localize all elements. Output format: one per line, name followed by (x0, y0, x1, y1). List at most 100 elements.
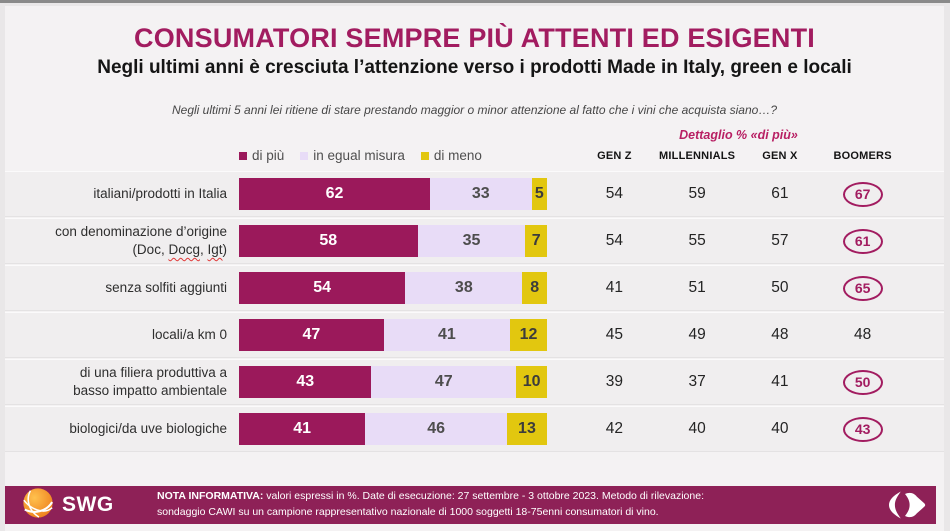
rows: italiani/prodotti in Italia 62 33 5 54 59 61 67… (5, 172, 944, 451)
detail-value: 37 (688, 373, 706, 390)
row-label: locali/a km 0 (5, 326, 239, 344)
row-label: con denominazione d’origine (Doc, Docg, I… (5, 223, 239, 258)
row-label-line: con denominazione d’origine (5, 223, 227, 241)
footer-bar: SWG NOTA INFORMATIVA: valori espressi in… (5, 486, 936, 524)
bar-segment-egual-misura: 46 (365, 413, 507, 445)
detail-value: 49 (688, 326, 706, 343)
bar-segment-dipiu: 58 (239, 225, 418, 257)
detail-value: 61 (771, 185, 789, 202)
detail-value: 67 (821, 181, 904, 207)
detail-values: 39 37 41 50 (547, 369, 944, 395)
stacked-bar: 58 35 7 (239, 225, 547, 257)
stacked-bar: 43 47 10 (239, 366, 547, 398)
table-row: biologici/da uve biologiche 41 46 13 42 40 40 4… (5, 407, 944, 451)
bar-segment-egual-misura: 38 (405, 272, 523, 304)
bar-segment-dipiu: 54 (239, 272, 406, 304)
detail-value: 54 (605, 232, 623, 249)
detail-values: 54 59 61 67 (547, 181, 944, 207)
detail-value: 41 (605, 279, 623, 296)
page-title: CONSUMATORI SEMPRE PIÙ ATTENTI ED ESIGEN… (134, 23, 815, 53)
stacked-bar: 62 33 5 (239, 178, 547, 210)
boomers-circled-value: 50 (842, 369, 883, 395)
row-label: senza solfiti aggiunti (5, 279, 239, 297)
detail-value: 39 (605, 373, 623, 390)
legend-and-columns-band: di più in egual misura di meno GEN Z MILLEN… (5, 148, 944, 163)
row-label-text: , (199, 242, 208, 257)
stacked-bar: 41 46 13 (239, 413, 547, 445)
boomers-circled-value: 67 (842, 181, 883, 207)
demo-columns: GEN Z MILLENNIALS GEN X BOOMERS (547, 150, 944, 162)
detail-values: 41 51 50 65 (547, 275, 944, 301)
boomers-circled-value: 61 (842, 228, 883, 254)
spellcheck-wavy-word: Docg (168, 242, 200, 257)
bar-segment-dimeno: 8 (522, 272, 547, 304)
column-header: GEN X (762, 149, 798, 162)
survey-question: Negli ultimi 5 anni lei ritiene di stare… (172, 103, 777, 117)
detail-value: 48 (771, 326, 789, 343)
detail-value: 54 (605, 185, 623, 202)
footer-note-line1: NOTA INFORMATIVA: valori espressi in %. … (157, 489, 882, 505)
swg-brand: SWG (5, 486, 157, 525)
detail-value: 42 (605, 420, 623, 437)
slide: CONSUMATORI SEMPRE PIÙ ATTENTI ED ESIGEN… (5, 6, 944, 531)
row-label-text: italiani/prodotti in Italia (93, 186, 227, 202)
bar-segment-egual-misura: 47 (371, 366, 517, 398)
detail-value: 45 (605, 326, 623, 343)
detail-value: 65 (821, 275, 904, 301)
detail-value: 50 (821, 369, 904, 395)
boomers-circled-value: 43 (842, 416, 883, 442)
detail-value: 40 (771, 420, 789, 437)
page-subtitle: Negli ultimi anni è cresciuta l’attenzio… (97, 57, 852, 78)
bar-segment-dimeno: 13 (506, 413, 547, 445)
legend: di più in egual misura di meno (239, 148, 547, 163)
bar-segment-dipiu: 41 (239, 413, 366, 445)
row-label-text: biologici/da uve biologiche (69, 421, 227, 437)
column-header: MILLENNIALS (659, 149, 736, 162)
footer-note: NOTA INFORMATIVA: valori espressi in %. … (157, 489, 882, 521)
legend-swatch-icon (420, 151, 429, 160)
row-label-line: basso impatto ambientale (5, 382, 227, 400)
carrefour-logo-icon (882, 489, 936, 521)
swg-logo-text: SWG (62, 493, 114, 516)
boomers-circled-value: 65 (842, 275, 883, 301)
detail-value: 51 (688, 279, 706, 296)
swg-globe-icon (21, 486, 55, 525)
legend-swatch-icon (300, 151, 309, 160)
legend-label: di meno (433, 148, 482, 163)
detail-value: 55 (688, 232, 706, 249)
bar-segment-egual-misura: 35 (417, 225, 526, 257)
row-label-text: di una filiera produttiva a (79, 365, 227, 381)
detail-values: 42 40 40 43 (547, 416, 944, 442)
column-header: BOOMERS (833, 149, 892, 162)
bar-segment-dipiu: 43 (239, 366, 372, 398)
table-row: italiani/prodotti in Italia 62 33 5 54 59 61 67 (5, 172, 944, 216)
legend-item: di meno (420, 148, 482, 163)
detail-value: 61 (821, 228, 904, 254)
bar-segment-dimeno: 7 (525, 225, 547, 257)
legend-swatch-icon (239, 151, 247, 160)
table-row: senza solfiti aggiunti 54 38 8 41 51 50 65 (5, 266, 944, 310)
row-label-line: di una filiera produttiva a (5, 364, 227, 382)
detail-value: 48 (854, 326, 872, 343)
bar-segment-dimeno: 12 (510, 319, 547, 351)
legend-item: in egual misura (300, 148, 405, 163)
bar-segment-dimeno: 5 (531, 178, 547, 210)
bar-segment-egual-misura: 33 (429, 178, 532, 210)
row-label-text: locali/a km 0 (151, 327, 227, 343)
bar-segment-egual-misura: 41 (383, 319, 511, 351)
table-row: di una filiera produttiva a basso impatto… (5, 360, 944, 404)
row-label-text: basso impatto ambientale (73, 383, 227, 398)
row-label-text: ) (222, 242, 228, 257)
detail-value: 40 (688, 420, 706, 437)
detail-values: 45 49 48 48 (547, 326, 944, 344)
column-header: GEN Z (597, 149, 632, 162)
detail-spacer (5, 128, 547, 142)
stacked-bar: 47 41 12 (239, 319, 547, 351)
row-label-line: italiani/prodotti in Italia (5, 185, 227, 203)
row-label-line: biologici/da uve biologiche (5, 420, 227, 438)
legend-label: di più (252, 148, 285, 163)
detail-value: 50 (771, 279, 789, 296)
detail-value: 57 (771, 232, 789, 249)
table-row: locali/a km 0 47 41 12 45 49 48 48 (5, 313, 944, 357)
